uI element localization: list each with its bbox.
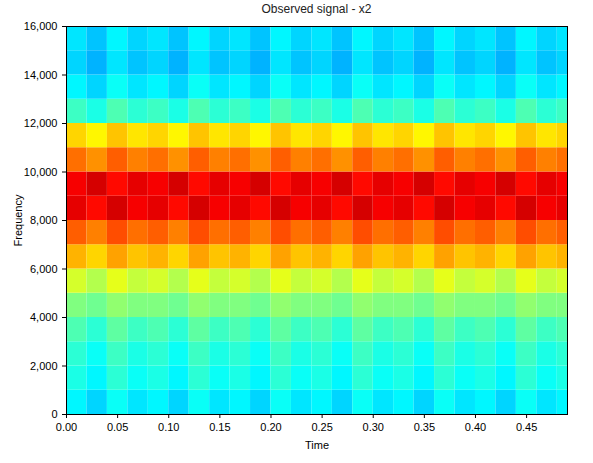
svg-text:0.20: 0.20: [260, 421, 281, 433]
svg-text:0: 0: [51, 408, 57, 420]
svg-text:14,000: 14,000: [24, 69, 58, 81]
svg-text:0.05: 0.05: [107, 421, 128, 433]
svg-text:0.25: 0.25: [311, 421, 332, 433]
svg-text:2,000: 2,000: [30, 360, 58, 372]
svg-text:12,000: 12,000: [24, 117, 58, 129]
svg-text:0.00: 0.00: [56, 421, 77, 433]
svg-text:0.35: 0.35: [414, 421, 435, 433]
svg-text:4,000: 4,000: [30, 311, 58, 323]
svg-text:0.45: 0.45: [516, 421, 537, 433]
svg-text:16,000: 16,000: [24, 20, 58, 32]
svg-text:Frequency: Frequency: [12, 194, 24, 246]
svg-text:0.30: 0.30: [363, 421, 384, 433]
svg-text:0.40: 0.40: [465, 421, 486, 433]
svg-text:0.10: 0.10: [158, 421, 179, 433]
svg-text:0.15: 0.15: [209, 421, 230, 433]
svg-text:10,000: 10,000: [24, 166, 58, 178]
html-text:Observed signal - x2: Observed signal - x2: [261, 2, 372, 16]
svg-text:6,000: 6,000: [30, 263, 58, 275]
svg-text:Time: Time: [305, 439, 329, 451]
svg-text:8,000: 8,000: [30, 214, 58, 226]
